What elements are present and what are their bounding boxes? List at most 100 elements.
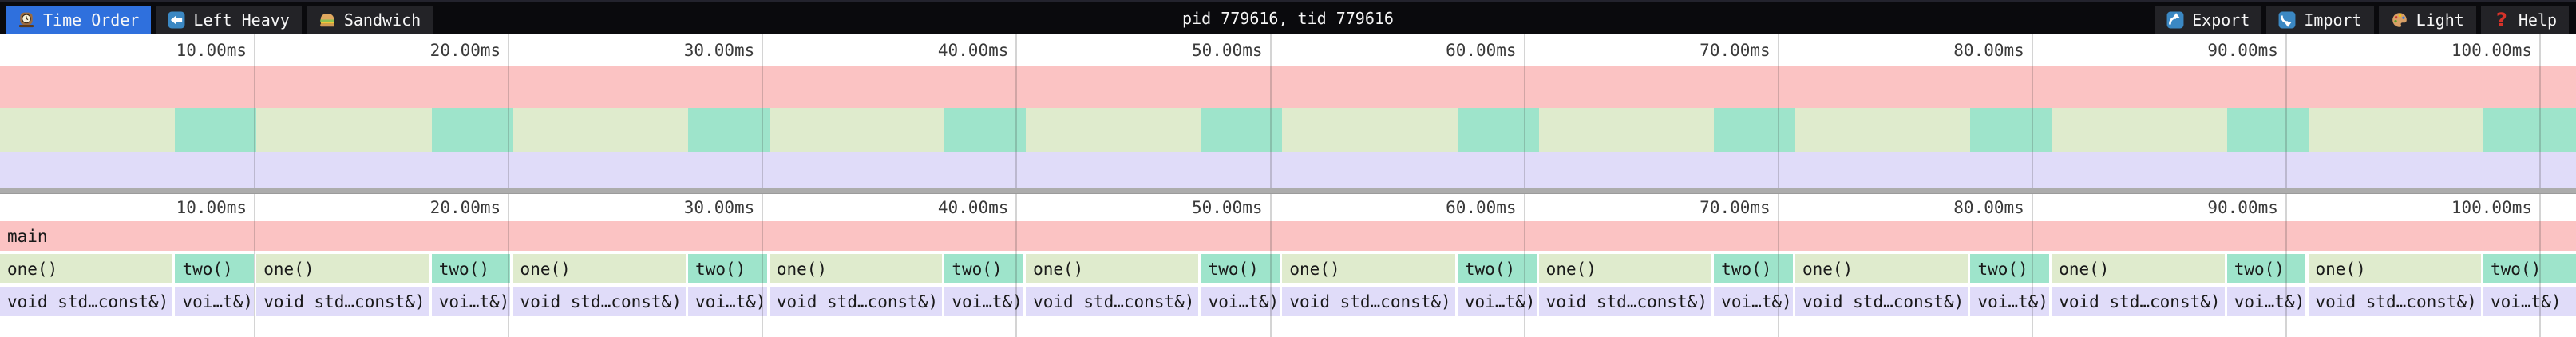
import-icon — [2278, 11, 2296, 29]
gridline — [2031, 194, 2033, 337]
minimap-time-axis: 10.00ms 20.00ms 30.00ms 40.00ms 50.00ms 60.00… — [0, 34, 2576, 66]
frame-sleep-under-one[interactable]: void std…const&) — [0, 287, 173, 316]
tick-label: 40.00ms — [937, 40, 1009, 60]
frame-sleep-under-one[interactable]: void std…const&) — [1282, 287, 1455, 316]
gridline — [1269, 194, 1272, 337]
minimap-frame-two[interactable] — [1457, 108, 1539, 152]
frame-sleep-under-one[interactable]: void std…const&) — [2052, 287, 2225, 316]
frame-two[interactable]: two() — [2226, 254, 2306, 283]
frame-one[interactable]: one() — [1282, 254, 1455, 283]
minimap-frame-one[interactable] — [1282, 108, 1458, 152]
frame-one[interactable]: one() — [2052, 254, 2225, 283]
minimap-frame-one[interactable] — [1026, 108, 1201, 152]
frame-sleep-under-two[interactable]: voi…t&) — [1714, 287, 1793, 316]
frame-two[interactable]: two() — [1201, 254, 1280, 283]
gridline — [1015, 194, 1018, 337]
frame-sleep-under-one[interactable]: void std…const&) — [1794, 287, 1969, 316]
frame-sleep-under-two[interactable]: voi…t&) — [2226, 287, 2306, 316]
minimap-frame-one[interactable] — [1538, 108, 1715, 152]
minimap-frame-two[interactable] — [1201, 108, 1283, 152]
tick-label: 30.00ms — [683, 40, 755, 60]
tick-label: 90.00ms — [2207, 198, 2278, 217]
frame-sleep-under-one[interactable]: void std…const&) — [769, 287, 943, 316]
button-label: Help — [2518, 10, 2557, 30]
gridline — [1777, 34, 1779, 188]
minimap-frame-one[interactable] — [256, 108, 432, 152]
frame-main[interactable]: main — [0, 221, 2576, 251]
frame-sleep-under-two[interactable]: voi…t&) — [175, 287, 255, 316]
frame-one[interactable]: one() — [0, 254, 173, 283]
tick-label: 100.00ms — [2451, 40, 2532, 60]
minimap-frame-one[interactable] — [1794, 108, 1971, 152]
frame-two[interactable]: two() — [175, 254, 255, 283]
frame-two[interactable]: two() — [688, 254, 767, 283]
tick-label: 60.00ms — [1446, 198, 1517, 217]
minimap-band-main[interactable] — [0, 66, 2576, 108]
minimap-frame-two[interactable] — [175, 108, 257, 152]
gridline — [1523, 194, 1525, 337]
minimap-frame-two[interactable] — [1714, 108, 1795, 152]
gridline — [1777, 194, 1779, 337]
frame-sleep-under-one[interactable]: void std…const&) — [256, 287, 429, 316]
frame-sleep-under-one[interactable]: void std…const&) — [1026, 287, 1199, 316]
minimap-band-calls[interactable] — [0, 108, 2576, 152]
minimap-frame-one[interactable] — [512, 108, 689, 152]
minimap-frame-two[interactable] — [2226, 108, 2309, 152]
minimap-frame-sleep[interactable] — [0, 152, 2576, 188]
minimap-frame-one[interactable] — [769, 108, 945, 152]
tab-time-order[interactable]: Time Order — [6, 6, 152, 34]
frame-one[interactable]: one() — [512, 254, 686, 283]
frame-one[interactable]: one() — [256, 254, 429, 283]
button-import[interactable]: Import — [2266, 6, 2374, 34]
minimap-frame-two[interactable] — [431, 108, 513, 152]
tick-label: 20.00ms — [429, 40, 501, 60]
gridline — [508, 194, 510, 337]
button-export[interactable]: Export — [2155, 6, 2262, 34]
frame-sleep-under-one[interactable]: void std…const&) — [1538, 287, 1711, 316]
frame-sleep-under-one[interactable]: void std…const&) — [512, 287, 686, 316]
minimap-frame-one[interactable] — [0, 108, 176, 152]
minimap-frame-two[interactable] — [2483, 108, 2576, 152]
minimap-frame-two[interactable] — [688, 108, 770, 152]
tick-label: 40.00ms — [937, 198, 1009, 217]
frame-two[interactable]: two() — [431, 254, 511, 283]
tick-label: 20.00ms — [429, 198, 501, 217]
minimap-frame-one[interactable] — [2052, 108, 2227, 152]
frame-two[interactable]: two() — [1970, 254, 2050, 283]
frame-two[interactable]: two() — [2483, 254, 2576, 283]
button-light[interactable]: Light — [2378, 6, 2476, 34]
frame-sleep-under-two[interactable]: voi…t&) — [1201, 287, 1280, 316]
minimap-frame-one[interactable] — [2308, 108, 2483, 152]
tick-label: 70.00ms — [1700, 198, 1771, 217]
left-arrow-icon — [168, 11, 185, 29]
frame-sleep-under-two[interactable]: voi…t&) — [2483, 287, 2576, 316]
minimap-frame-two[interactable] — [1970, 108, 2052, 152]
tab-label: Time Order — [43, 10, 140, 30]
gridline — [508, 34, 510, 188]
frame-two[interactable]: two() — [1714, 254, 1793, 283]
tick-label: 10.00ms — [176, 198, 247, 217]
minimap-frame-main[interactable] — [0, 66, 2576, 108]
minimap-frame-two[interactable] — [944, 108, 1027, 152]
flame-row-calls: one() two() one() two() one() two() one() two()… — [0, 254, 2576, 283]
frame-two[interactable]: two() — [1457, 254, 1537, 283]
tab-sandwich[interactable]: Sandwich — [306, 6, 433, 34]
frame-one[interactable]: one() — [1794, 254, 1969, 283]
frame-one[interactable]: one() — [1026, 254, 1199, 283]
frame-sleep-under-two[interactable]: voi…t&) — [1457, 287, 1537, 316]
minimap-band-sleeps[interactable] — [0, 152, 2576, 188]
frame-one[interactable]: one() — [1538, 254, 1711, 283]
frame-sleep-under-two[interactable]: voi…t&) — [688, 287, 767, 316]
tab-left-heavy[interactable]: Left Heavy — [156, 6, 302, 34]
button-help[interactable]: ? Help — [2480, 6, 2569, 34]
frame-one[interactable]: one() — [2308, 254, 2481, 283]
tick-label: 100.00ms — [2451, 198, 2532, 217]
frame-sleep-under-two[interactable]: voi…t&) — [431, 287, 511, 316]
frame-one[interactable]: one() — [769, 254, 943, 283]
frame-two[interactable]: two() — [944, 254, 1023, 283]
button-label: Light — [2416, 10, 2464, 30]
frame-sleep-under-one[interactable]: void std…const&) — [2308, 287, 2481, 316]
flame-row-sleeps: void std…const&) voi…t&) void std…const&) v… — [0, 287, 2576, 316]
frame-sleep-under-two[interactable]: voi…t&) — [944, 287, 1023, 316]
frame-sleep-under-two[interactable]: voi…t&) — [1970, 287, 2050, 316]
